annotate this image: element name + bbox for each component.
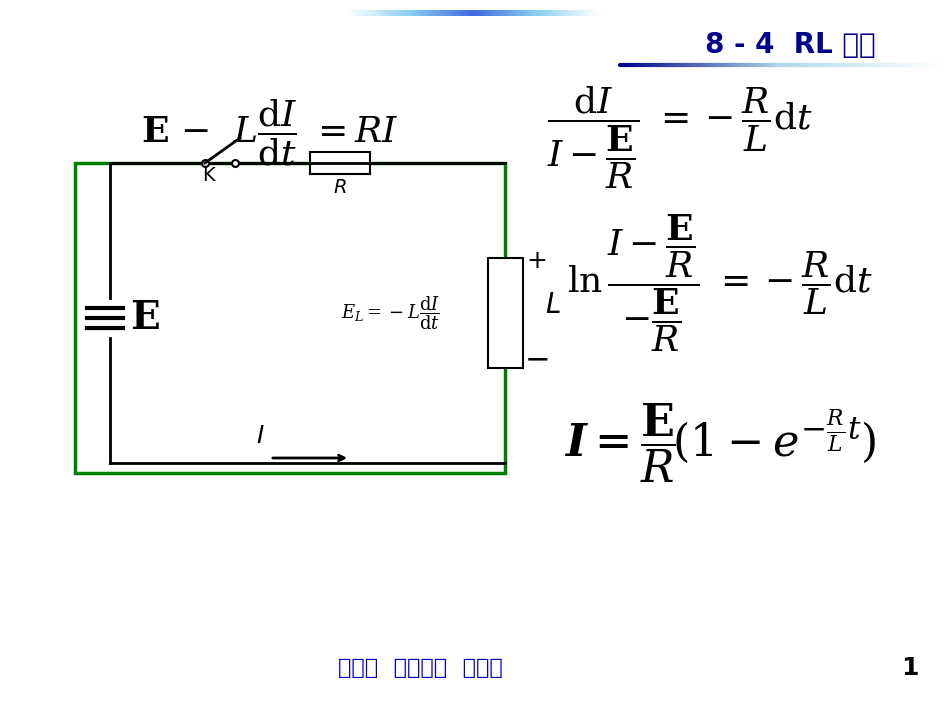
- Bar: [310, 152, 370, 174]
- Text: $\mathbf{E}$ $-$ $\ L\dfrac{\mathrm{d}I}{\mathrm{d}t}$ $=RI$: $\mathbf{E}$ $-$ $\ L\dfrac{\mathrm{d}I}…: [142, 98, 399, 168]
- Text: I: I: [256, 424, 264, 448]
- Text: 8 - 4  RL 电路: 8 - 4 RL 电路: [705, 31, 875, 59]
- Text: +: +: [526, 249, 547, 273]
- Text: $\boldsymbol{I}=\dfrac{\mathbf{E}}{R}\!\left(1-e^{-\frac{R}{L}t}\right)$: $\boldsymbol{I}=\dfrac{\mathbf{E}}{R}\!\…: [563, 401, 876, 485]
- Bar: [75, 163, 505, 473]
- Text: −: −: [524, 345, 550, 374]
- Text: $\mathbf{E}$: $\mathbf{E}$: [130, 299, 160, 337]
- Text: 第八章  电磁感应  电磁场: 第八章 电磁感应 电磁场: [337, 658, 503, 678]
- Text: L: L: [545, 291, 560, 319]
- Text: $E_L=-L\dfrac{\mathrm{d}I}{\mathrm{d}t}$: $E_L=-L\dfrac{\mathrm{d}I}{\mathrm{d}t}$: [340, 294, 440, 332]
- Text: 1: 1: [902, 656, 919, 680]
- Text: $\ln\dfrac{I - \dfrac{\mathbf{E}}{R}}{-\dfrac{\mathbf{E}}{R}}$ $=-\dfrac{R}{L}\m: $\ln\dfrac{I - \dfrac{\mathbf{E}}{R}}{-\…: [567, 212, 873, 354]
- Text: K: K: [201, 166, 215, 185]
- Text: R: R: [333, 178, 347, 197]
- Bar: [488, 258, 523, 368]
- Text: $\dfrac{\mathrm{d}I}{I - \dfrac{\mathbf{E}}{R}}$ $=-\dfrac{R}{L}\mathrm{d}t$: $\dfrac{\mathrm{d}I}{I - \dfrac{\mathbf{…: [547, 85, 813, 191]
